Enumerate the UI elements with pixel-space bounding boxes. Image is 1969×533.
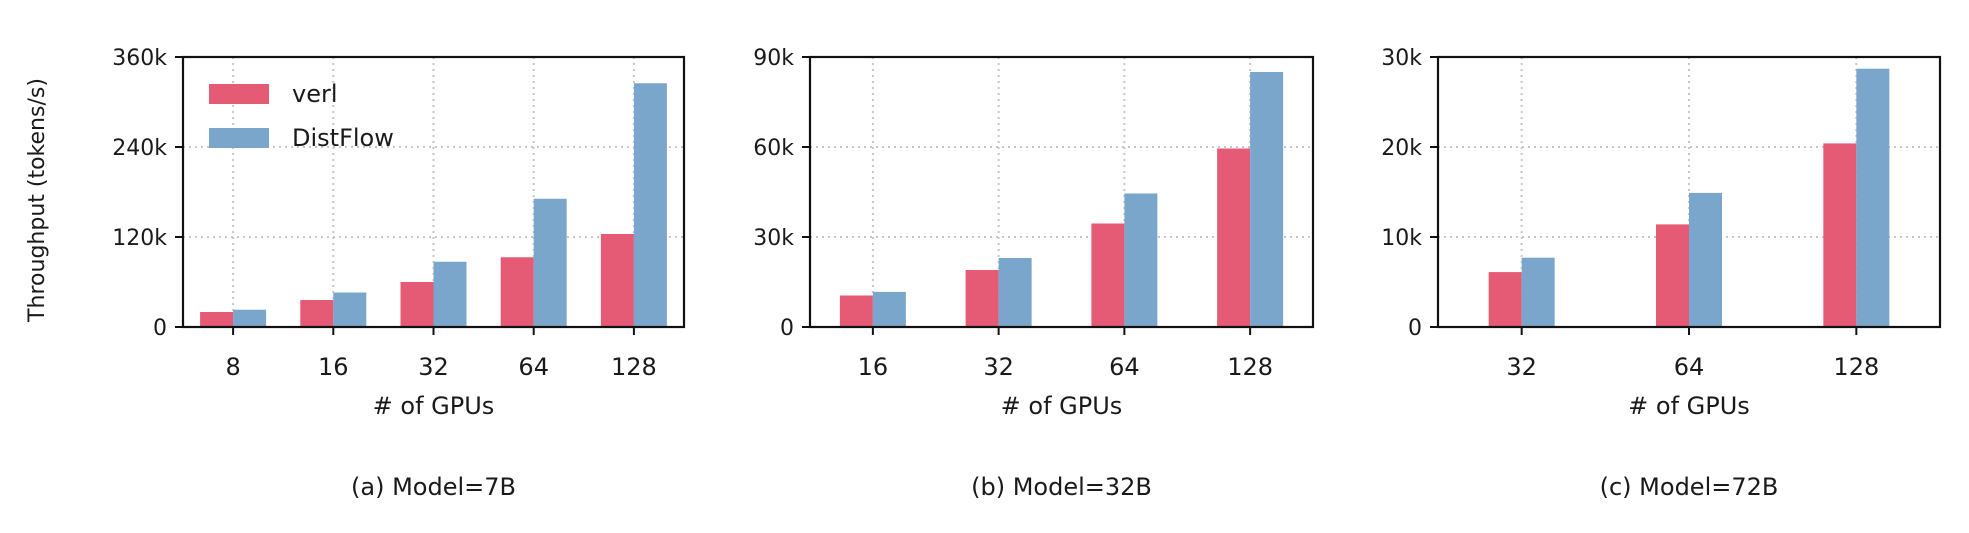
bar-distflow-128 bbox=[1250, 72, 1284, 327]
y-tick-label: 360k bbox=[112, 46, 167, 71]
y-tick-label: 20k bbox=[1381, 136, 1422, 161]
bar-verl-32 bbox=[1488, 272, 1522, 327]
y-tick-label: 30k bbox=[753, 226, 794, 251]
bar-verl-128 bbox=[600, 234, 634, 327]
legend-label-distflow: DistFlow bbox=[292, 124, 394, 152]
bar-distflow-128 bbox=[1856, 68, 1890, 327]
bar-distflow-64 bbox=[1689, 192, 1722, 327]
bar-distflow-32 bbox=[998, 258, 1032, 327]
y-axis-label: Throughput (tokens/s) bbox=[25, 78, 50, 323]
bar-distflow-64 bbox=[533, 198, 567, 327]
bar-verl-128 bbox=[1823, 143, 1857, 327]
y-tick-label: 240k bbox=[112, 136, 167, 161]
panel-caption: (a) Model=7B bbox=[351, 473, 516, 501]
x-tick-label: 32 bbox=[983, 353, 1014, 381]
bar-verl-128 bbox=[1217, 148, 1251, 327]
x-tick-label: 32 bbox=[1506, 353, 1537, 381]
bar-verl-64 bbox=[500, 257, 534, 327]
y-tick-label: 0 bbox=[1408, 316, 1422, 341]
y-tick-label: 0 bbox=[153, 316, 167, 341]
bar-verl-64 bbox=[1656, 224, 1689, 327]
plot-frame bbox=[808, 55, 1315, 329]
y-tick-label: 120k bbox=[112, 226, 167, 251]
legend-swatch-distflow bbox=[209, 128, 269, 148]
chart-panel-1: 0 120k 240k 360k 8 16 32 64 128 # of GPUs (a) Mode… bbox=[112, 46, 686, 501]
x-tick-label: 8 bbox=[225, 353, 240, 381]
x-tick-label: 128 bbox=[1227, 353, 1273, 381]
x-tick-label: 16 bbox=[858, 353, 889, 381]
bar-verl-16 bbox=[300, 300, 334, 327]
legend-label-verl: verl bbox=[292, 80, 338, 108]
bar-distflow-16 bbox=[333, 292, 367, 327]
x-tick-label: 64 bbox=[518, 353, 549, 381]
bar-verl-32 bbox=[400, 282, 434, 327]
chart-panel-3: 0 10k 20k 30k 32 64 128 # of GPUs (c) Model=72B bbox=[1381, 46, 1942, 501]
chart-panel-2: 0 30k 60k 90k 16 32 64 128 # of GPUs (b) Model=32… bbox=[753, 46, 1315, 501]
x-tick-label: 64 bbox=[1674, 353, 1705, 381]
x-axis-label: # of GPUs bbox=[1001, 392, 1123, 420]
y-tick-label: 30k bbox=[1381, 46, 1422, 71]
bar-distflow-64 bbox=[1124, 193, 1158, 327]
y-tick-label: 60k bbox=[753, 136, 794, 161]
bar-distflow-32 bbox=[1521, 257, 1555, 327]
bar-distflow-128 bbox=[633, 83, 667, 327]
chart-panels: 0 120k 240k 360k 8 16 32 64 128 # of GPUs (a) Mode… bbox=[112, 46, 1942, 501]
bar-verl-32 bbox=[965, 270, 999, 327]
x-tick-label: 32 bbox=[418, 353, 449, 381]
x-axis-label: # of GPUs bbox=[373, 392, 495, 420]
panel-caption: (c) Model=72B bbox=[1600, 473, 1779, 501]
x-tick-label: 128 bbox=[611, 353, 657, 381]
bar-verl-16 bbox=[839, 295, 873, 327]
x-tick-label: 16 bbox=[318, 353, 349, 381]
x-tick-label: 128 bbox=[1833, 353, 1879, 381]
y-tick-label: 0 bbox=[780, 316, 794, 341]
legend: verl DistFlow bbox=[209, 80, 394, 152]
y-tick-label: 90k bbox=[753, 46, 794, 71]
x-axis-label: # of GPUs bbox=[1628, 392, 1750, 420]
bar-distflow-32 bbox=[433, 261, 467, 327]
bar-distflow-16 bbox=[872, 291, 906, 327]
bar-verl-8 bbox=[200, 312, 234, 327]
x-tick-label: 64 bbox=[1109, 353, 1140, 381]
legend-swatch-verl bbox=[209, 84, 269, 104]
y-tick-label: 10k bbox=[1381, 226, 1422, 251]
bar-distflow-8 bbox=[233, 309, 267, 327]
panel-caption: (b) Model=32B bbox=[971, 473, 1152, 501]
bar-verl-64 bbox=[1091, 223, 1125, 327]
